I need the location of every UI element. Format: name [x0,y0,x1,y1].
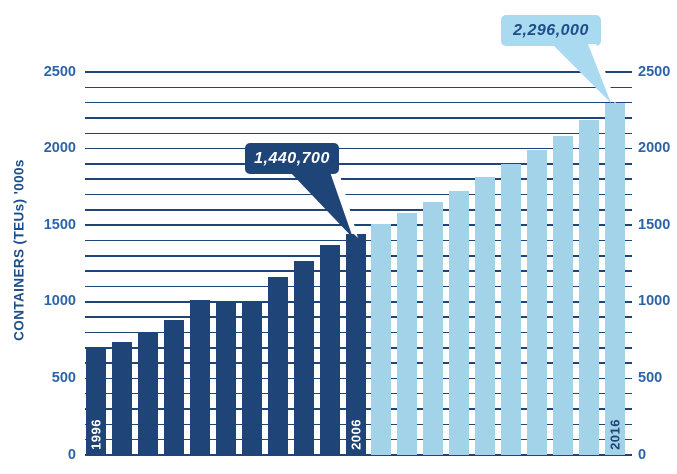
bar-2011 [475,176,496,455]
gridline-1800 [85,178,632,180]
y-tick-left-2000: 2000 [43,140,76,157]
y-tick-right-2000: 2000 [638,140,671,157]
y-tick-left-500: 500 [51,369,76,386]
callout-2016-tail [552,44,616,104]
bar-1996: 1996 [86,349,106,455]
bar-2008 [397,212,418,455]
bar-1998 [137,332,158,455]
y-tick-right-2500: 2500 [638,63,671,80]
bar-1997 [111,342,132,455]
bar-2012 [501,163,522,455]
gridline-2400 [85,86,632,89]
bar-year-label-1996: 1996 [88,419,104,450]
y-tick-right-0: 0 [638,446,647,463]
gridline-1700 [85,193,632,196]
y-tick-left-2500: 2500 [43,63,76,80]
bar-year-label-2006: 2006 [348,419,363,450]
bar-2014 [553,135,574,455]
bar-year-label-2016: 2016 [607,419,623,450]
bar-2013 [527,150,548,455]
bar-2009 [423,202,444,455]
gridline-2300 [85,101,632,104]
bar-2006: 2006 [345,234,366,455]
bar-1999 [163,320,184,455]
callout-2006: 1,440,700 [245,143,339,174]
gridline-2100 [85,132,632,135]
callout-2016: 2,296,000 [501,15,601,46]
bar-2000 [189,300,210,455]
bar-2007 [371,224,392,455]
callout-2006-tail [290,172,360,238]
y-tick-left-0: 0 [67,446,76,463]
gridline-2500 [85,71,632,73]
gridline-1600 [85,209,632,211]
bar-2004 [293,261,314,455]
bar-2015 [579,120,600,455]
gridline-1900 [85,163,632,165]
y-tick-left-1500: 1500 [43,216,76,233]
y-tick-right-1000: 1000 [638,293,671,310]
bar-2003 [267,277,288,455]
x-axis-baseline [85,454,632,456]
callout-2016-tail-fill [552,44,611,103]
bar-2005 [319,245,340,455]
gridline-1500 [85,224,632,226]
y-tick-right-1500: 1500 [638,216,671,233]
bar-2016: 2016 [605,103,625,455]
bar-2010 [449,190,470,455]
y-axis-title: CONTAINERS (TEUs) '000s [11,159,27,341]
bar-2002 [241,301,262,455]
y-tick-right-500: 500 [638,369,663,386]
bar-2001 [215,303,236,455]
gridline-2200 [85,117,632,119]
gridline-2000 [85,147,632,150]
y-tick-left-1000: 1000 [43,293,76,310]
callout-2006-tail-fill [290,172,353,238]
